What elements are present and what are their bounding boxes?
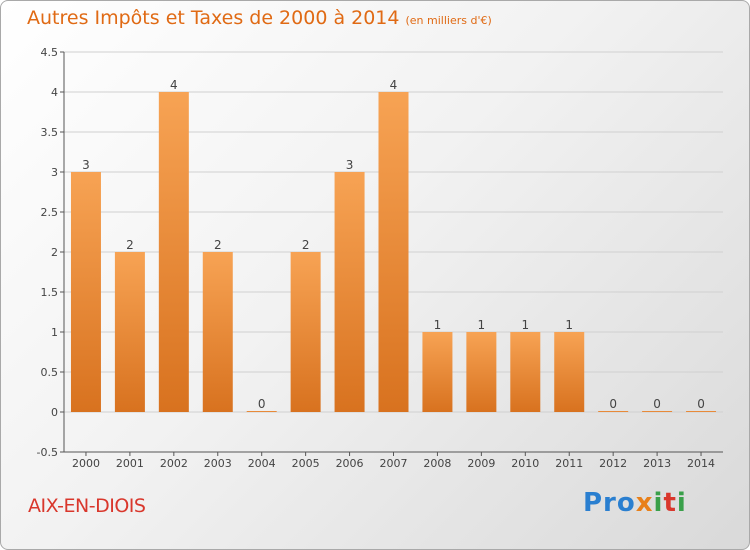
x-tick-label: 2013 — [643, 457, 671, 470]
y-tick-label: 1.5 — [41, 286, 59, 299]
y-tick-label: 0 — [51, 406, 58, 419]
bar — [510, 332, 541, 412]
y-tick-label: 2.5 — [41, 206, 59, 219]
bar — [114, 252, 145, 412]
x-tick-label: 2008 — [423, 457, 451, 470]
data-label: 1 — [521, 318, 529, 332]
data-label: 4 — [390, 78, 398, 92]
x-tick-label: 2002 — [160, 457, 188, 470]
chart-title: Autres Impôts et Taxes de 2000 à 2014 (en… — [27, 7, 492, 29]
y-tick-label: 4.5 — [41, 46, 59, 59]
data-label: 3 — [82, 158, 90, 172]
x-tick-label: 2009 — [467, 457, 495, 470]
data-label: 4 — [170, 78, 178, 92]
bar — [202, 252, 233, 412]
y-tick-label: -0.5 — [37, 446, 58, 459]
title-text: Autres Impôts et Taxes de 2000 à 2014 — [27, 7, 400, 29]
x-tick-label: 2012 — [599, 457, 627, 470]
bar — [378, 92, 409, 412]
data-label: 1 — [478, 318, 486, 332]
data-label: 0 — [258, 397, 266, 411]
x-tick-label: 2001 — [116, 457, 144, 470]
bar — [554, 332, 585, 412]
data-label: 2 — [126, 238, 134, 252]
x-tick-label: 2011 — [555, 457, 583, 470]
data-label: 0 — [697, 397, 705, 411]
bar — [70, 172, 101, 412]
data-label: 3 — [346, 158, 354, 172]
bar — [686, 411, 717, 412]
bar — [598, 411, 629, 412]
x-tick-label: 2000 — [72, 457, 100, 470]
y-tick-label: 1 — [51, 326, 58, 339]
data-label: 2 — [214, 238, 222, 252]
bar — [246, 411, 277, 412]
x-tick-label: 2010 — [511, 457, 539, 470]
data-label: 1 — [565, 318, 573, 332]
title-unit: (en milliers d'€) — [405, 14, 492, 27]
y-tick-label: 3 — [51, 166, 58, 179]
y-tick-label: 0.5 — [41, 366, 59, 379]
x-tick-label: 2005 — [292, 457, 320, 470]
x-tick-label: 2006 — [336, 457, 364, 470]
data-label: 1 — [434, 318, 442, 332]
bar — [466, 332, 497, 412]
y-tick-label: 2 — [51, 246, 58, 259]
y-tick-label: 4 — [51, 86, 58, 99]
bar — [422, 332, 453, 412]
data-label: 0 — [609, 397, 617, 411]
bar — [290, 252, 321, 412]
data-label: 2 — [302, 238, 310, 252]
y-tick-label: 3.5 — [41, 126, 59, 139]
bar — [158, 92, 189, 412]
x-tick-label: 2014 — [687, 457, 715, 470]
data-label: 0 — [653, 397, 661, 411]
x-tick-label: 2003 — [204, 457, 232, 470]
x-tick-label: 2004 — [248, 457, 276, 470]
bar — [334, 172, 365, 412]
locality-name: AIX-EN-DIOIS — [28, 495, 146, 517]
proxiti-logo: Proxiti — [583, 488, 687, 518]
x-tick-label: 2007 — [380, 457, 408, 470]
bar — [642, 411, 673, 412]
